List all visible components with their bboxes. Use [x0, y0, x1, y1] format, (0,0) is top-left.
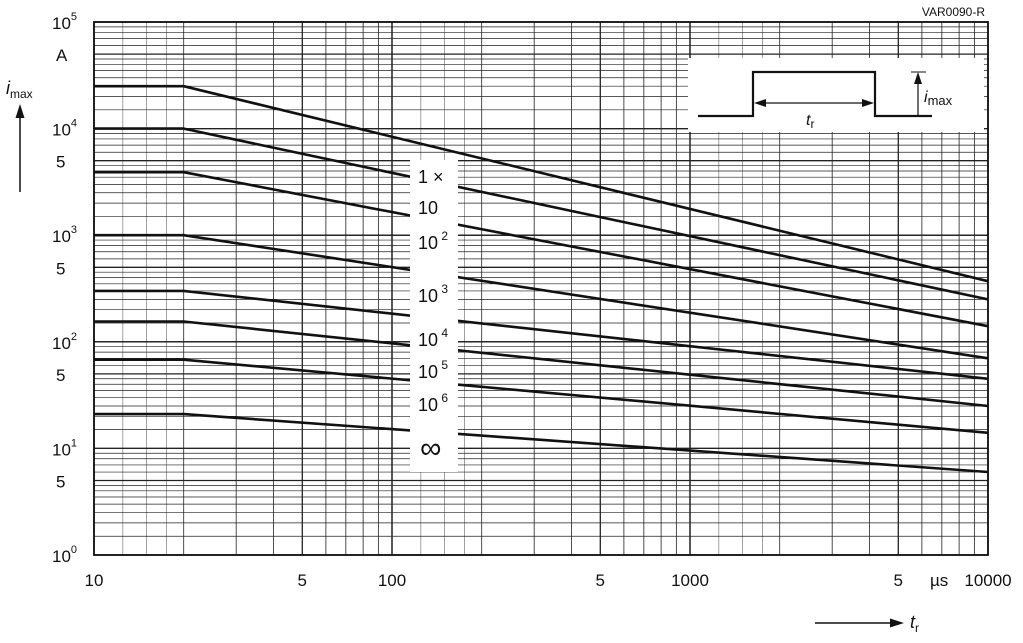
derating-curve-5 [94, 289, 989, 381]
arrow-right-icon [890, 618, 904, 628]
curve-label-7: 10 6 [418, 391, 448, 415]
derating-curve-7 [94, 358, 989, 435]
curve-label-gap [410, 160, 458, 472]
x-tick-label: 10000 [964, 571, 1011, 590]
amplitude-arrow-icon [914, 72, 922, 84]
x-tick-label: 100 [378, 571, 406, 590]
x-tick-label: 10 [85, 571, 104, 590]
derating-curve-6 [94, 320, 989, 408]
plot-frame [93, 21, 989, 556]
figure-id: VAR0090-R [922, 5, 985, 19]
x-tick-label: 5 [596, 571, 605, 590]
x-tick-label: 5 [298, 571, 307, 590]
y-tick-label: 5 [56, 153, 65, 172]
y-tick-label: 100 [52, 544, 77, 566]
x-tick-label: 1000 [671, 571, 709, 590]
svg-text:imax: imax [6, 78, 33, 101]
y-tick-label: 5 [56, 366, 65, 385]
derating-curves [94, 84, 989, 474]
y-tick-label: 101 [52, 437, 77, 459]
svg-text:tr: tr [910, 612, 919, 635]
curve-label-2: 10 [418, 198, 438, 218]
arrow-up-icon [15, 104, 25, 118]
pulse-shape-inset: imax tr [688, 58, 984, 132]
x-unit: µs [930, 571, 948, 590]
duration-arrow-right-icon [862, 99, 874, 107]
derating-curve-3 [94, 170, 989, 328]
y-unit: A [56, 46, 68, 65]
y-tick-labels: 100 5 101 5 102 5 103 5 104 105 [52, 11, 77, 566]
x-tick-label: 5 [894, 571, 903, 590]
derating-curve-8 [94, 412, 989, 474]
y-tick-label: 5 [56, 259, 65, 278]
curve-label-4: 10 3 [418, 282, 448, 306]
curve-label-1: 1 × [418, 167, 444, 187]
curve-label-5: 10 4 [418, 326, 448, 350]
y-tick-label: 102 [52, 331, 77, 353]
duration-arrow-left-icon [754, 99, 766, 107]
x-tick-labels: 10 5 100 5 1000 5 10000 [85, 571, 1012, 590]
svg-text:tr: tr [806, 112, 814, 131]
x-axis-label: tr [815, 612, 919, 635]
y-tick-label: 103 [52, 224, 77, 246]
curve-label-6: 10 5 [418, 358, 448, 382]
derating-curve-1 [94, 84, 989, 283]
curve-label-8: ∞ [420, 432, 441, 465]
curve-labels: 1 × 10 10 2 10 3 10 4 10 5 10 6 ∞ [410, 160, 458, 472]
y-tick-label: 105 [52, 11, 77, 33]
curve-label-3: 10 2 [418, 229, 448, 253]
plot-border [93, 21, 989, 556]
y-axis-label: imax [6, 78, 33, 192]
y-tick-label: 5 [56, 472, 65, 491]
derating-curve-2 [94, 127, 989, 301]
derating-curve-4 [94, 233, 989, 360]
y-tick-label: 104 [52, 118, 77, 140]
svg-text:imax: imax [924, 89, 953, 108]
